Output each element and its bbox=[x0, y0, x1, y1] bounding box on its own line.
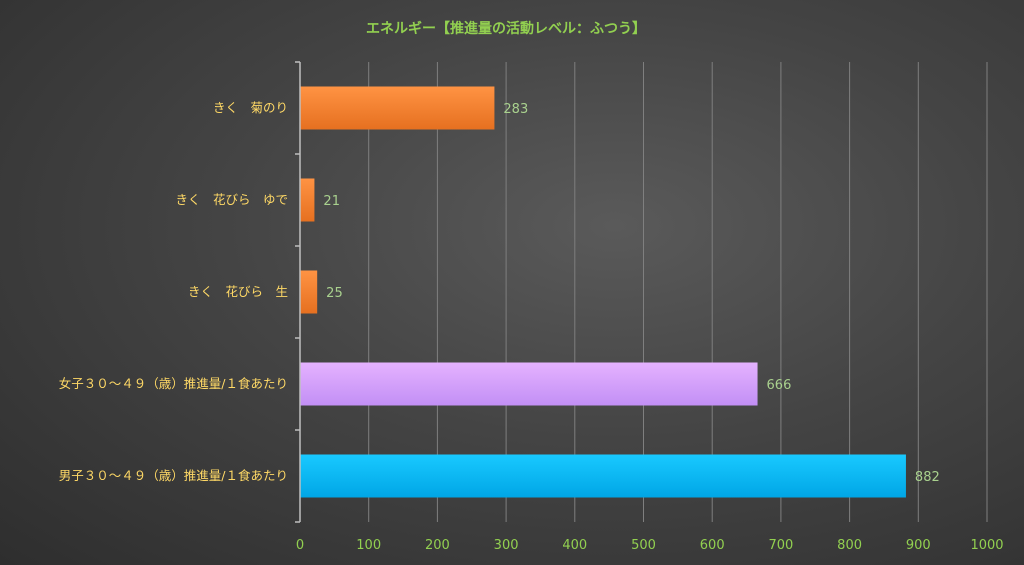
x-tick-label-600: 600 bbox=[700, 538, 725, 553]
bar-2 bbox=[300, 270, 318, 314]
category-label-1: きく 花びら ゆで bbox=[175, 192, 288, 207]
data-label-1: 21 bbox=[323, 194, 340, 209]
category-label-3: 女子３０～４９（歳）推進量/１食あたり bbox=[59, 376, 288, 391]
x-tick-label-300: 300 bbox=[494, 538, 519, 553]
category-label-0: きく 菊のり bbox=[213, 100, 288, 115]
gridlines bbox=[368, 62, 988, 522]
x-tick-label-500: 500 bbox=[631, 538, 656, 553]
x-tick-label-200: 200 bbox=[425, 538, 450, 553]
data-label-4: 882 bbox=[915, 470, 940, 485]
bar-4 bbox=[300, 454, 906, 498]
category-label-4: 男子３０～４９（歳）推進量/１食あたり bbox=[59, 468, 288, 483]
bar-0 bbox=[300, 86, 495, 130]
bars bbox=[300, 86, 906, 498]
x-tick-label-700: 700 bbox=[768, 538, 793, 553]
x-tick-label-100: 100 bbox=[356, 538, 381, 553]
x-tick-label-400: 400 bbox=[562, 538, 587, 553]
category-label-2: きく 花びら 生 bbox=[188, 284, 288, 299]
data-label-3: 666 bbox=[767, 378, 792, 393]
labels: 283 きく 菊のり 21 きく 花びら ゆで 25 きく 花びら 生 666 女子３０～４９… bbox=[59, 100, 1004, 553]
x-tick-label-0: 0 bbox=[296, 538, 304, 553]
x-tick-label-800: 800 bbox=[837, 538, 862, 553]
data-label-0: 283 bbox=[503, 102, 528, 117]
bar-1 bbox=[300, 178, 315, 222]
x-tick-label-900: 900 bbox=[906, 538, 931, 553]
chart-title: エネルギー【推進量の活動レベル：ふつう】 bbox=[366, 20, 646, 37]
axes bbox=[295, 61, 301, 523]
bar-3 bbox=[300, 362, 758, 406]
x-tick-label-1000: 1000 bbox=[970, 538, 1003, 553]
data-label-2: 25 bbox=[326, 286, 343, 301]
